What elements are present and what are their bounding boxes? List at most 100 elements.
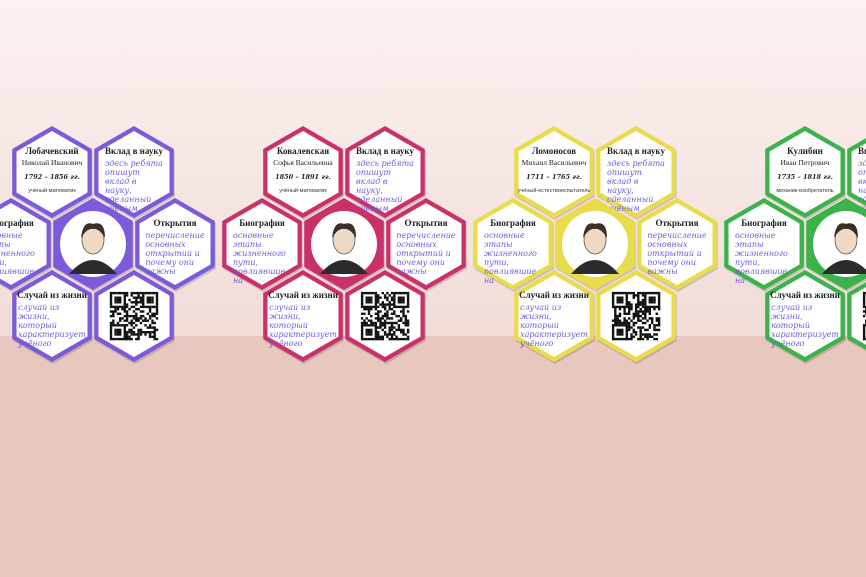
qr-module (862, 291, 866, 295)
qr-module (381, 314, 384, 318)
qr-module (114, 301, 117, 304)
qr-module (112, 310, 115, 313)
qr-module (628, 337, 631, 341)
card-text: перечисление основных открытий и почему … (396, 231, 456, 276)
qr-module (644, 291, 647, 295)
qr-module (360, 301, 364, 304)
qr-module (360, 303, 364, 306)
qr-module (651, 319, 654, 322)
qr-module (132, 321, 136, 325)
qr-module (646, 337, 649, 341)
qr-module (125, 314, 129, 318)
qr-module (397, 326, 401, 329)
qr-module (137, 319, 140, 322)
qr-module (367, 333, 371, 336)
scientist-cluster: Ковалевская Софья Васильевна 1850 – 1891 г… (222, 126, 467, 364)
qr-module (644, 312, 647, 315)
qr-module (381, 291, 384, 295)
life-case-card: Случай из жизни случай из жизни, который … (519, 290, 589, 348)
qr-module (363, 337, 366, 341)
qr-module (651, 291, 654, 295)
qr-module (132, 310, 136, 313)
qr-module (128, 321, 131, 325)
qr-module (395, 335, 398, 338)
qr-module (618, 324, 622, 327)
qr-module (116, 298, 120, 302)
qr-module (123, 310, 126, 313)
qr-module (655, 305, 658, 309)
scientist-years: 1850 – 1891 гг. (275, 173, 331, 181)
qr-module (365, 337, 368, 341)
qr-module (148, 333, 152, 336)
scientist-name: Ковалевская (276, 146, 330, 156)
qr-module (153, 331, 156, 334)
qr-module (648, 324, 651, 327)
card-text: основные этапы жизненного пути, повлиявш… (233, 231, 286, 284)
qr-module (137, 308, 140, 311)
qr-module (404, 321, 407, 325)
qr-module (628, 305, 631, 309)
hex-face (769, 131, 841, 213)
qr-module (639, 333, 642, 336)
scientist-cluster: Кулибин Иван Петрович 1735 – 1818 гг. механ… (724, 126, 866, 364)
hex-face (390, 203, 462, 285)
qr-module (648, 301, 651, 304)
scientist-years: 1735 – 1818 гг. (777, 173, 833, 181)
qr-module (151, 314, 154, 318)
qr-module (616, 337, 619, 341)
hex-face (518, 275, 590, 357)
qr-module (400, 298, 403, 302)
portrait-body (571, 260, 619, 274)
qr-module (130, 328, 133, 332)
qr-module (125, 303, 129, 306)
qr-module (402, 298, 405, 302)
qr-module (139, 331, 143, 334)
card-text: здесь ребята опишут вклад в науку, сдела… (105, 159, 163, 212)
qr-module (657, 294, 661, 297)
qr-module (123, 301, 126, 304)
qr-module (155, 328, 159, 332)
qr-module (363, 305, 366, 309)
qr-module (616, 298, 619, 302)
qr-module (153, 335, 156, 338)
qr-module (135, 296, 138, 299)
contribution-card-body: Вклад в науку здесь ребята опишут вклад в… (598, 132, 674, 212)
qr-module (390, 298, 394, 302)
qr-module (365, 331, 368, 334)
qr-module (402, 321, 405, 325)
qr-module (360, 335, 364, 338)
qr-module (137, 335, 140, 338)
qr-module (367, 331, 371, 334)
qr-module (363, 291, 366, 295)
qr-module (383, 324, 387, 327)
qr-module (383, 326, 387, 329)
qr-module (621, 301, 624, 304)
qr-module (634, 310, 638, 313)
qr-module (639, 303, 642, 306)
qr-module (114, 291, 117, 295)
qr-module (648, 308, 651, 311)
qr-module (377, 296, 380, 299)
qr-module (132, 291, 136, 295)
qr-module (130, 305, 133, 309)
qr-module (390, 291, 394, 295)
qr-module (641, 333, 645, 336)
qr-module (372, 324, 375, 327)
qr-module (109, 310, 113, 313)
qr-module (386, 303, 389, 306)
contribution-card: Вклад в науку здесь ребята опишут вклад в… (598, 132, 674, 212)
qr-module (657, 305, 661, 309)
qr-module (402, 337, 405, 341)
qr-module (393, 298, 396, 302)
qr-module (139, 298, 143, 302)
qr-module (116, 308, 120, 311)
qr-module (400, 301, 403, 304)
qr-module (365, 333, 368, 336)
qr-module (119, 298, 122, 302)
qr-module (644, 298, 647, 302)
qr-module (155, 305, 159, 309)
contribution-card-body: Вклад в науку здесь ребята опишут вклад в… (347, 132, 423, 212)
qr-module (644, 328, 647, 332)
qr-module (135, 303, 138, 306)
qr-module (374, 331, 378, 334)
